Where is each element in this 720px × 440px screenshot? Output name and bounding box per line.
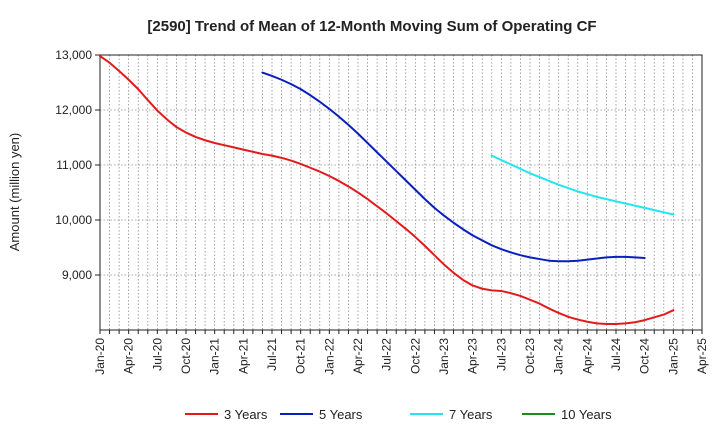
x-tick-label: Jan-25 bbox=[666, 338, 680, 375]
x-tick-label: Jan-20 bbox=[93, 338, 107, 375]
y-axis-label: Amount (million yen) bbox=[7, 133, 22, 252]
chart-title: [2590] Trend of Mean of 12-Month Moving … bbox=[147, 18, 596, 35]
legend-label-7-years: 7 Years bbox=[449, 407, 493, 422]
legend: 3 Years 5 Years 7 Years 10 Years bbox=[185, 407, 612, 422]
x-ticks: Jan-20 Apr-20 Jul-20 Oct-20 Jan-21 Apr-21 Jul-… bbox=[93, 330, 709, 375]
y-tick-label: 9,000 bbox=[62, 268, 92, 282]
y-tick-label: 12,000 bbox=[55, 103, 92, 117]
x-tick-label: Oct-21 bbox=[294, 338, 308, 374]
y-tick-label: 13,000 bbox=[55, 48, 92, 62]
legend-label-5-years: 5 Years bbox=[319, 407, 363, 422]
x-tick-label: Apr-21 bbox=[236, 338, 250, 374]
series bbox=[99, 55, 675, 325]
x-tick-label: Apr-22 bbox=[351, 338, 365, 374]
grid bbox=[100, 54, 702, 330]
x-tick-label: Jul-21 bbox=[265, 338, 279, 371]
x-tick-label: Jul-23 bbox=[494, 338, 508, 371]
x-tick-label: Oct-24 bbox=[638, 338, 652, 374]
x-tick-label: Oct-20 bbox=[179, 338, 193, 374]
x-tick-label: Jan-23 bbox=[437, 338, 451, 375]
x-tick-label: Jul-24 bbox=[609, 338, 623, 371]
x-tick-label: Apr-23 bbox=[466, 338, 480, 374]
legend-label-3-years: 3 Years bbox=[224, 407, 268, 422]
legend-label-10-years: 10 Years bbox=[561, 407, 612, 422]
x-tick-label: Apr-20 bbox=[122, 338, 136, 374]
x-tick-label: Oct-22 bbox=[408, 338, 422, 374]
x-tick-label: Jan-22 bbox=[322, 338, 336, 375]
x-tick-label: Jan-21 bbox=[208, 338, 222, 375]
x-tick-label: Jul-20 bbox=[150, 338, 164, 371]
x-tick-label: Oct-23 bbox=[523, 338, 537, 374]
y-tick-label: 11,000 bbox=[56, 158, 92, 172]
x-tick-label: Jan-24 bbox=[552, 338, 566, 375]
series-line-5-years bbox=[261, 71, 646, 263]
x-tick-label: Apr-25 bbox=[695, 338, 709, 374]
plot-area bbox=[99, 54, 703, 331]
series-line-7-years bbox=[490, 154, 675, 216]
x-tick-label: Apr-24 bbox=[580, 338, 594, 374]
x-tick-label: Jul-22 bbox=[380, 338, 394, 371]
y-ticks: 9,000 10,000 11,000 12,000 13,000 bbox=[55, 48, 100, 282]
series-line-3-years bbox=[99, 55, 675, 325]
y-tick-label: 10,000 bbox=[55, 213, 92, 227]
